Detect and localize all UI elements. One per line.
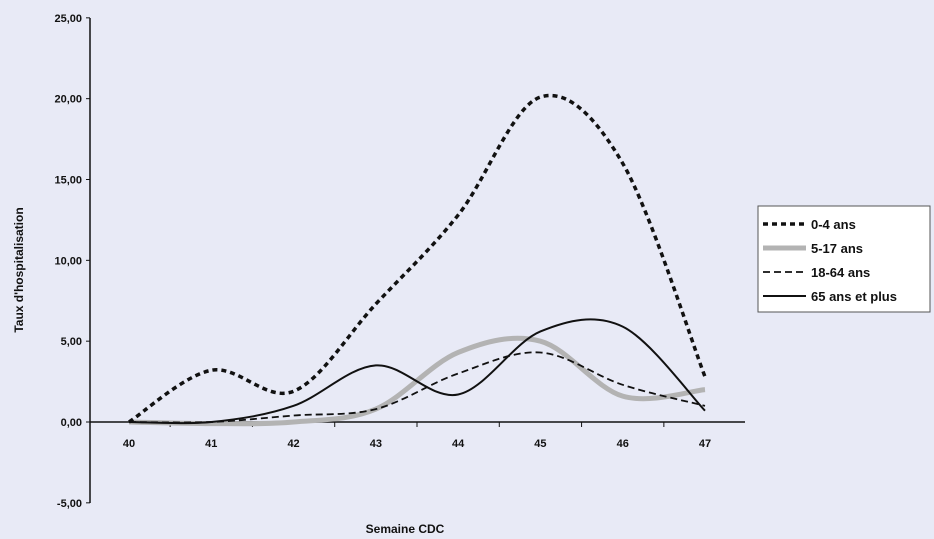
y-tick-label: 20,00 xyxy=(54,94,82,106)
x-tick-label: 46 xyxy=(617,438,629,450)
legend-box xyxy=(757,205,931,313)
y-tick-label: 0,00 xyxy=(61,417,82,429)
y-tick-label: 15,00 xyxy=(54,175,82,187)
legend-label: 18-64 ans xyxy=(811,265,870,280)
legend-label: 0-4 ans xyxy=(811,217,856,232)
series-lines xyxy=(128,93,707,427)
y-tick-label: 10,00 xyxy=(54,255,82,267)
x-tick-label: 41 xyxy=(205,438,217,450)
x-tick-label: 43 xyxy=(370,438,382,450)
y-tick-label: -5,00 xyxy=(57,498,82,510)
y-tick-label: 25,00 xyxy=(54,13,82,25)
series-line-18-64-ans xyxy=(128,351,706,424)
x-tick-label: 47 xyxy=(699,438,711,450)
legend-label: 5-17 ans xyxy=(811,241,863,256)
legend-label: 65 ans et plus xyxy=(811,289,897,304)
series-line-0-4-ans xyxy=(128,93,707,424)
x-tick-label: 44 xyxy=(452,438,465,450)
x-tick-label: 45 xyxy=(534,438,546,450)
y-tick-label: 5,00 xyxy=(61,336,82,348)
x-tick-label: 42 xyxy=(287,438,299,450)
y-axis-title: Taux d'hospitalisation xyxy=(12,207,26,332)
x-tick-label: 40 xyxy=(123,438,135,450)
series-line-5-17-ans xyxy=(128,335,706,427)
axes: -5,00 0,00 5,00 10,00 15,00 20,00 25,00 40 41 42 4… xyxy=(54,13,745,510)
x-axis-title: Semaine CDC xyxy=(366,522,445,536)
series-line-65-ans-et-plus xyxy=(128,318,706,425)
legend: 0-4 ans 5-17 ans 18-64 ans 65 ans et plus xyxy=(757,205,931,313)
